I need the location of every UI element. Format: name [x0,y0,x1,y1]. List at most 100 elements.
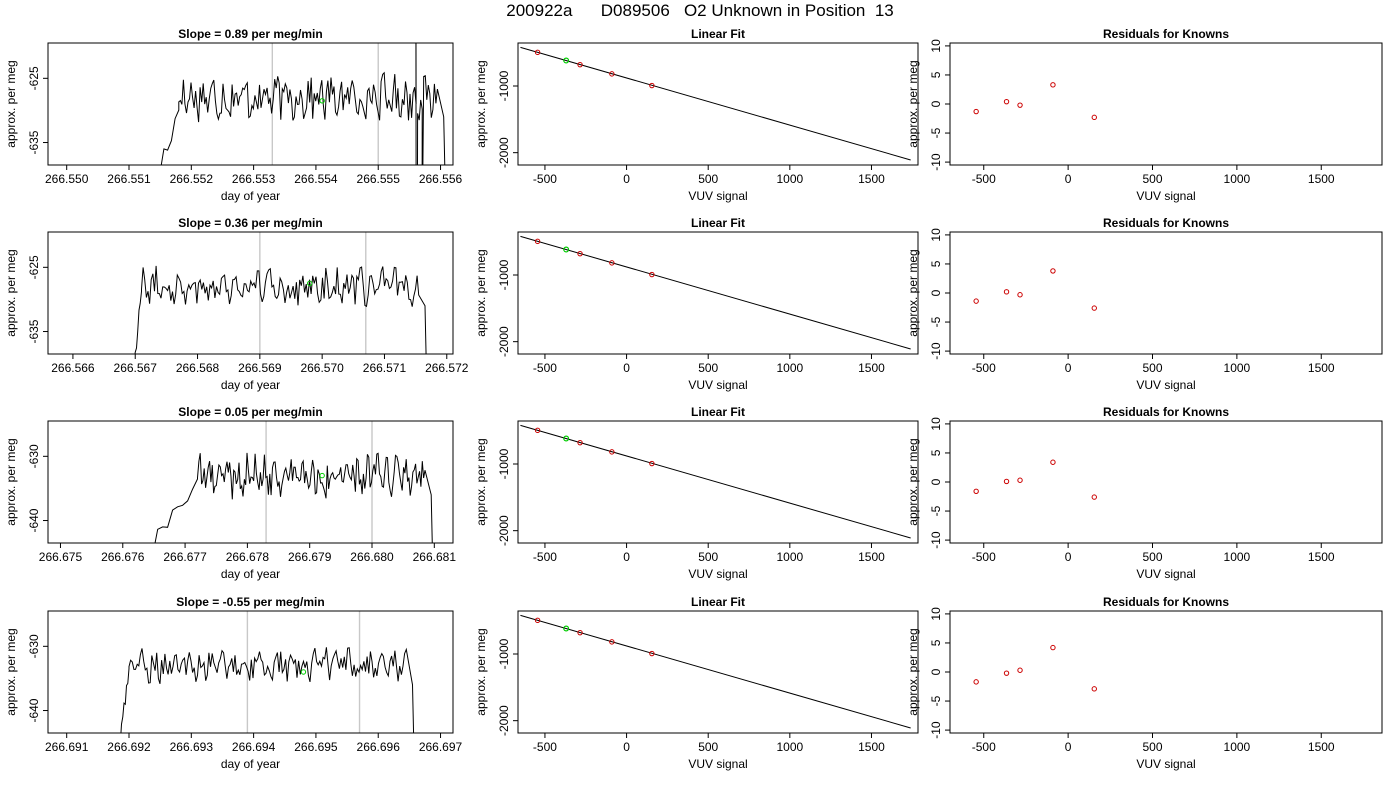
chart-title: Slope = 0.89 per meg/min [178,27,322,41]
data-trace [120,647,415,733]
y-tick-label: -1000 [497,70,511,101]
plot-area [520,235,911,350]
y-tick-label: 10 [929,228,943,242]
y-tick-label: -5 [929,127,943,138]
residual-point [1050,268,1056,274]
x-tick-label: 266.680 [350,550,394,564]
y-axis-label: approx. per meg [906,438,920,525]
fit-line [520,46,911,161]
x-tick-label: 266.675 [39,550,83,564]
y-tick-label: -635 [27,130,41,154]
x-tick-label: -500 [533,740,557,754]
known-point [609,71,615,77]
residual-point [1017,292,1023,298]
x-tick-label: 266.694 [232,740,276,754]
chart-title: Linear Fit [691,27,745,41]
y-tick-label: 5 [929,71,943,78]
known-point [577,61,583,68]
known-point [609,449,615,455]
plot-frame [47,420,454,544]
x-tick-label: 0 [623,361,630,375]
y-tick-label: -2000 [497,515,511,546]
unknown-point [563,57,570,64]
x-tick-label: 1000 [1224,172,1251,186]
residual-point [1091,114,1097,121]
data-trace [154,452,433,543]
chart-title: Slope = -0.55 per meg/min [176,595,324,609]
plot-frame [517,231,919,355]
y-axis-label: approx. per meg [474,438,488,525]
x-tick-label: -500 [972,172,996,186]
chart-title: Slope = 0.05 per meg/min [178,405,322,419]
chart-title: Residuals for Knowns [1103,27,1229,41]
x-tick-label: 500 [698,361,718,375]
y-tick-label: 5 [929,260,943,267]
residual-point [1003,98,1010,105]
chart-title: Residuals for Knowns [1103,216,1229,230]
y-axis-label: approx. per meg [906,60,920,147]
x-tick-label: 0 [623,550,630,564]
x-tick-label: 266.693 [170,740,214,754]
x-tick-label: 1500 [858,361,885,375]
plot-frame [949,231,1383,355]
residuals-panel-row3: Residuals for Knowns -500 0 500 1000 1500 -10 -… [906,405,1383,581]
y-axis-label: approx. per meg [4,60,18,147]
x-tick-label: 1500 [858,172,885,186]
residuals-panel-row4: Residuals for Knowns -500 0 500 1000 1500 -10 -… [906,595,1383,771]
page-title: 200922a D089506 O2 Unknown in Position 1… [506,1,894,20]
y-tick-label: 0 [929,668,943,675]
timeseries-panel-row3: Slope = 0.05 per meg/min 266.675 266.676 26… [4,405,456,581]
x-tick-label: 500 [698,550,718,564]
y-tick-label: 10 [929,39,943,53]
plot-area [520,424,911,539]
x-tick-label: 266.677 [163,550,207,564]
timeseries-panel-row4: Slope = -0.55 per meg/min 266.691 266.692 2… [4,595,463,771]
y-tick-label: 0 [929,478,943,485]
x-axis-label: VUV signal [688,567,747,581]
unknown-point [300,669,307,675]
x-axis-label: VUV signal [1136,567,1195,581]
y-axis-label: approx. per meg [474,249,488,336]
x-tick-label: 1500 [1308,740,1335,754]
x-tick-label: 266.553 [232,172,276,186]
y-axis-label: approx. per meg [474,628,488,715]
y-tick-label: 10 [929,607,943,621]
known-point [577,439,583,446]
x-tick-label: 1500 [858,740,885,754]
plot-area [973,644,1097,692]
known-point [609,260,615,266]
x-tick-label: 266.695 [294,740,338,754]
unknown-point [563,246,570,253]
x-tick-label: 266.691 [45,740,89,754]
known-point [649,271,655,278]
plot-area [520,614,911,729]
x-tick-label: 0 [1065,740,1072,754]
y-tick-label: 5 [929,639,943,646]
y-tick-label: -625 [27,66,41,90]
x-tick-label: 1500 [858,550,885,564]
plot-area [154,421,433,543]
fit-panel-row1: Linear Fit -500 0 500 1000 1500 -2000 -1000 VUV … [474,27,919,203]
x-tick-label: 266.696 [357,740,401,754]
y-tick-label: -5 [929,695,943,706]
timeseries-panel-row1: Slope = 0.89 per meg/min 266.550 266.551 26… [4,27,463,203]
known-point [649,82,655,89]
chart-title: Residuals for Knowns [1103,405,1229,419]
x-tick-label: 1000 [1224,361,1251,375]
residual-point [1091,494,1097,500]
y-tick-label: -625 [27,255,41,279]
chart-title: Slope = 0.36 per meg/min [178,216,322,230]
y-tick-label: -630 [27,634,41,658]
fit-panel-row2: Linear Fit -500 0 500 1000 1500 -2000 -1000 VUV … [474,216,919,392]
y-tick-label: 0 [929,100,943,107]
known-point [649,650,655,657]
y-tick-label: -640 [27,508,41,532]
plot-frame [47,42,454,166]
x-tick-label: -500 [972,550,996,564]
x-tick-label: 500 [1142,550,1162,564]
chart-title: Linear Fit [691,216,745,230]
plot-area [120,611,415,733]
x-tick-label: 0 [623,172,630,186]
x-tick-label: 0 [1065,550,1072,564]
